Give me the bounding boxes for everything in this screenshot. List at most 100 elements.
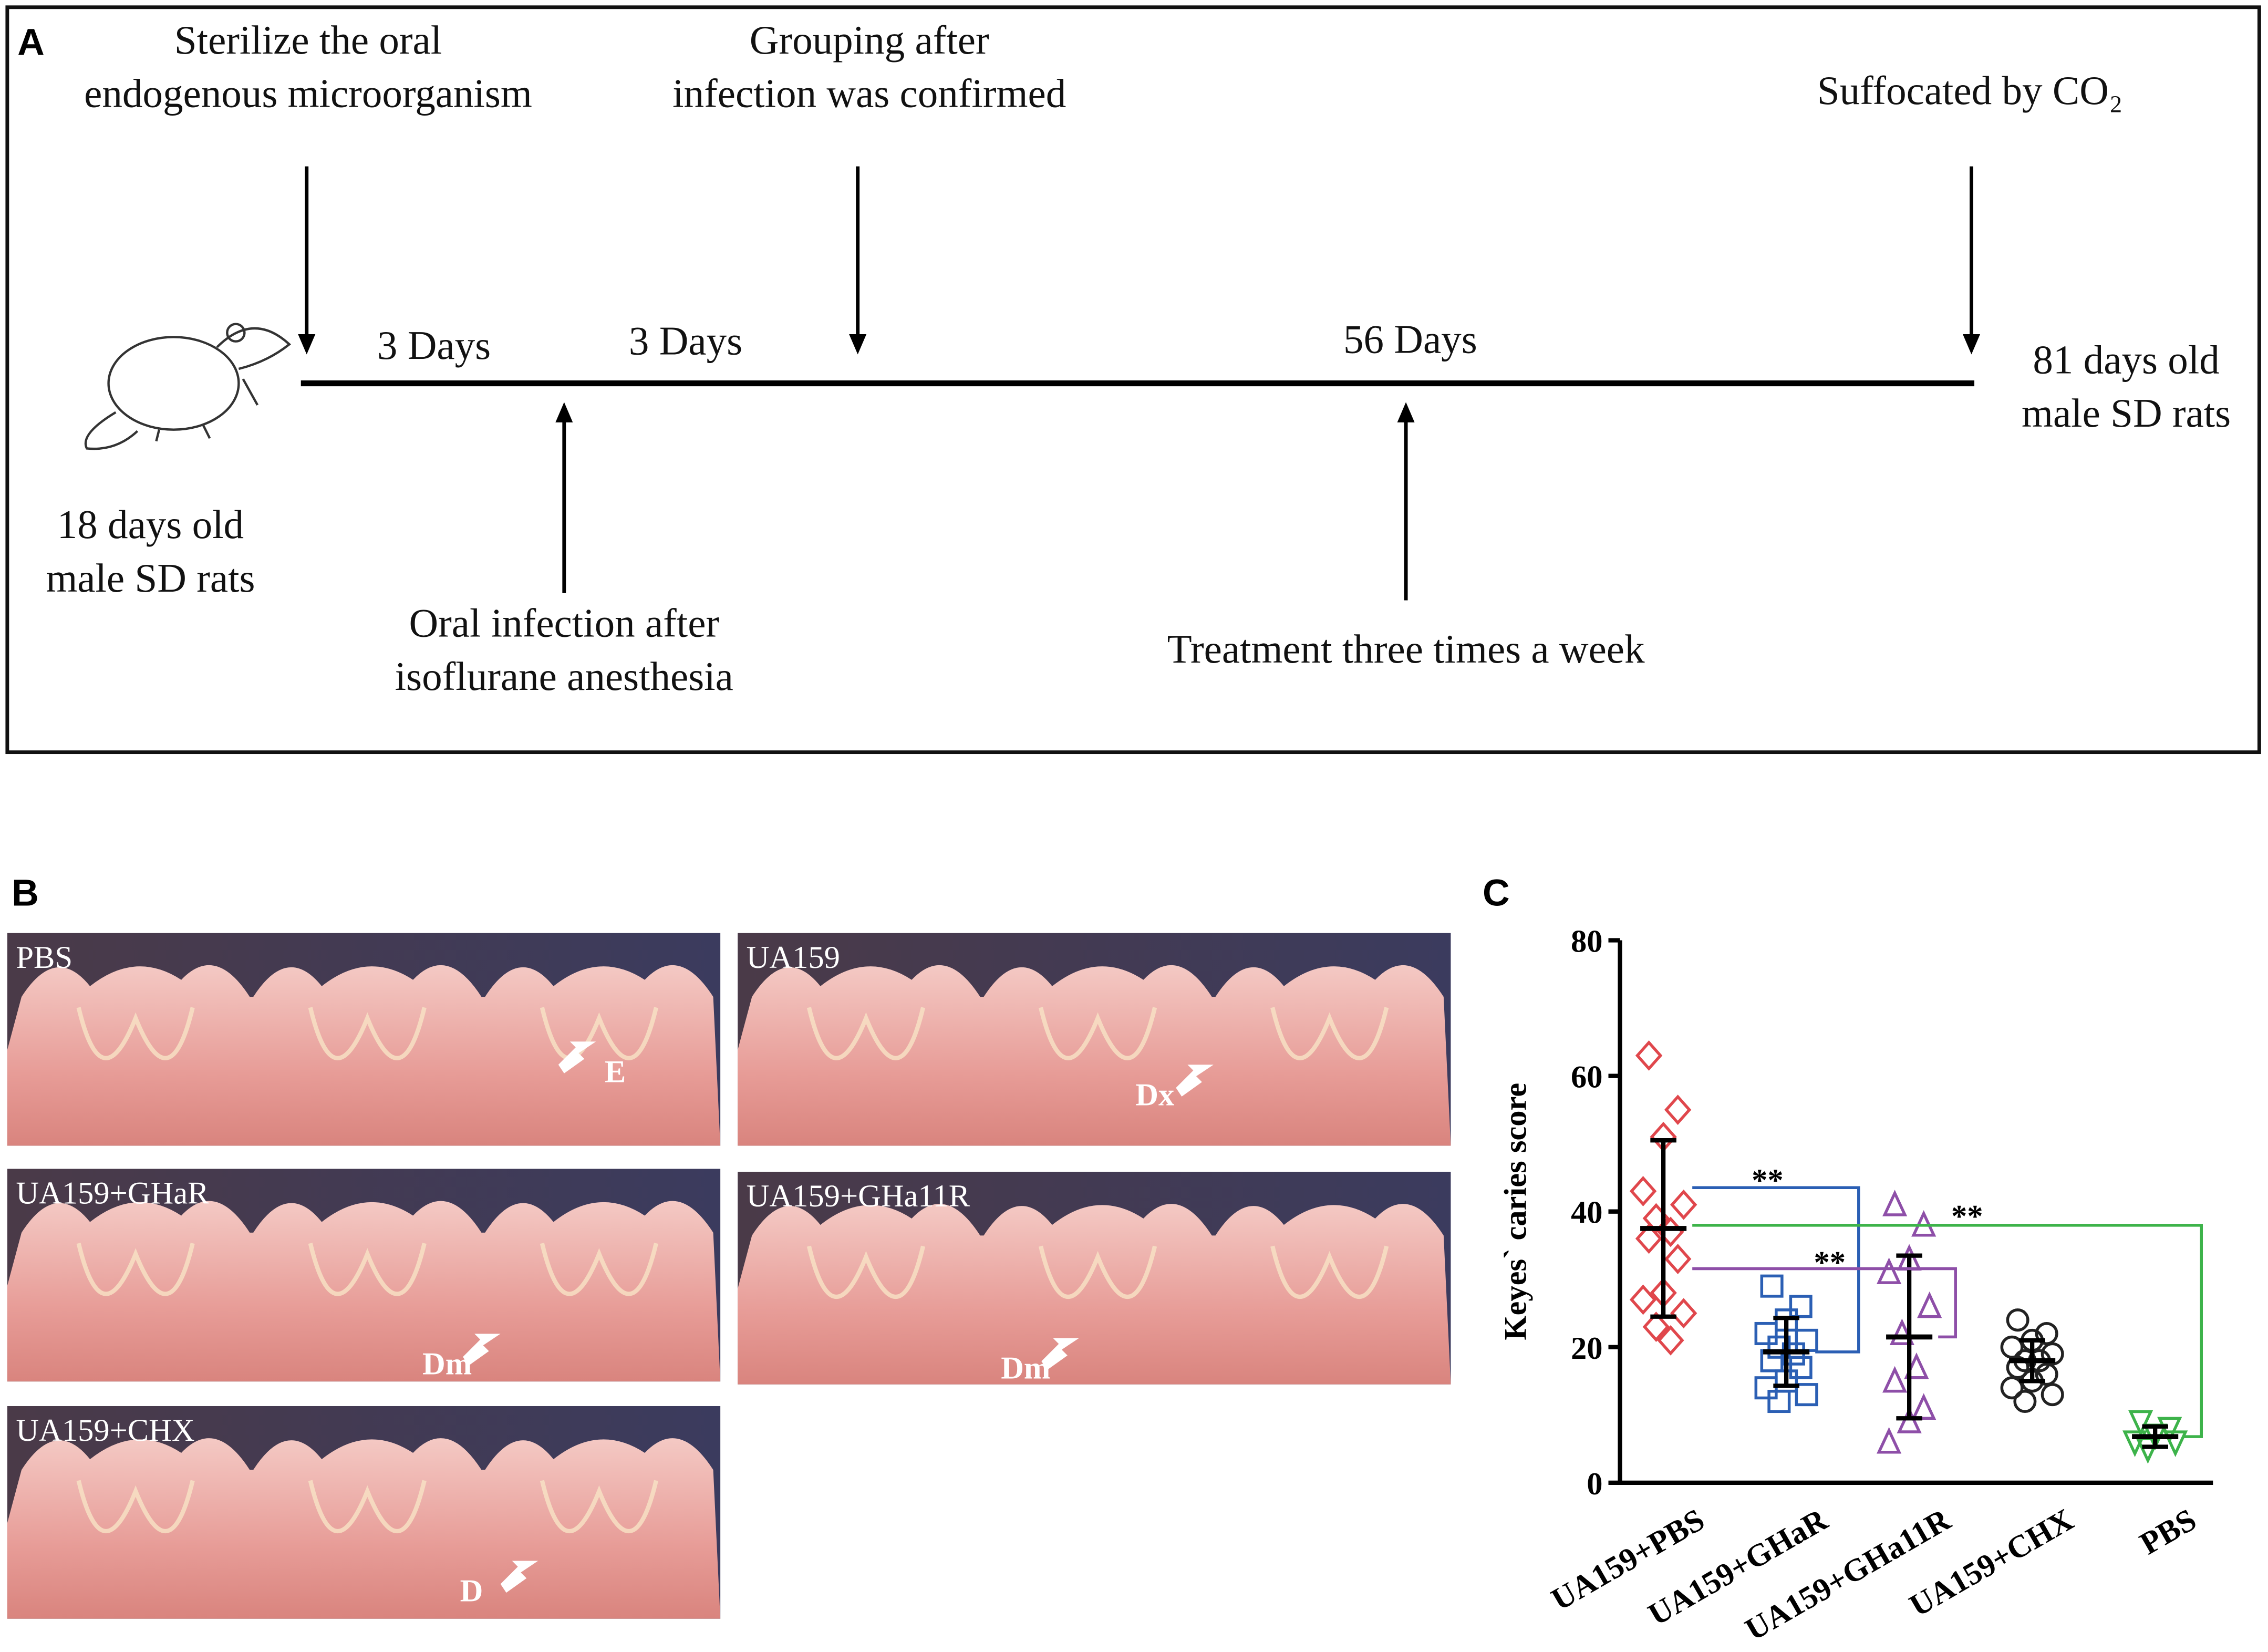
x-tick-label: UA159+GHa11R [1739,1502,1957,1648]
photo-title: UA159+GHaR [16,1176,209,1211]
photo-title: UA159 [747,940,840,975]
duration: 3 Days [629,318,742,364]
point [1877,1257,1902,1284]
event-text: infection was confirmed [672,71,1066,116]
arrow-head [298,334,316,355]
point [2128,1410,2153,1437]
point [1897,1407,1922,1433]
photo: UA159+CHX D [7,1406,721,1619]
point [1635,1223,1663,1254]
tooth-groove [308,1243,427,1296]
event-text: Oral infection after [409,600,719,645]
photo-annotation: D [460,1574,483,1609]
point [2041,1342,2064,1366]
event-text: isoflurane anesthesia [395,654,733,699]
y-tick-label: 60 [1571,1060,1603,1095]
photo-annotation: E [605,1054,626,1089]
photo: UA159+GHaR Dm [7,1169,721,1381]
panel-label: A [17,22,45,64]
arrow-head [555,402,573,422]
tooth-groove [1270,1007,1389,1060]
significance-bracket [1692,1224,2203,1438]
arrow-head [1397,402,1415,422]
point [1760,1274,1784,1298]
point [1670,1189,1697,1220]
event-text: Grouping after [750,17,989,63]
point [1795,1383,1818,1407]
arrow-head [849,334,867,355]
arrow-head [1963,334,1981,355]
point [1664,1244,1692,1274]
point [1754,1376,1778,1400]
photo-title: PBS [16,940,73,975]
tooth-groove [1270,1245,1389,1299]
tooth-groove [308,1480,427,1534]
tooth-groove [1038,1245,1157,1299]
point [2035,1321,2058,1346]
point [1795,1328,1818,1352]
point [1629,1176,1657,1206]
point [1670,1298,1697,1329]
y-tick-label: 80 [1571,924,1603,959]
photo-arrow [463,1334,501,1366]
event-text: Suffocated by CO₂ [1817,68,2123,113]
photo: PBS E [7,933,721,1146]
point [2000,1335,2024,1359]
point [2006,1356,2029,1379]
point [1767,1390,1791,1413]
photo-title: UA159+CHX [16,1413,194,1448]
tooth-groove [76,1007,195,1060]
point [2006,1308,2029,1332]
point [1882,1190,1908,1216]
tooth-groove [540,1243,658,1296]
photo: UA159 Dx [738,933,1451,1146]
tooth-groove [806,1007,926,1060]
event-text: Treatment three times a week [1167,626,1645,672]
significance-label: ** [1814,1245,1846,1281]
point [1767,1335,1791,1359]
point [1635,1040,1663,1071]
photo-arrow [500,1561,538,1593]
point [1877,1427,1902,1454]
panel-label: B [12,872,39,914]
end-text: 81 days old [2033,337,2219,382]
tooth-groove [806,1245,926,1299]
point [2000,1376,2024,1400]
significance-label: ** [1951,1199,1983,1234]
photo-annotation: Dm [1001,1351,1050,1386]
duration: 3 Days [377,323,491,368]
event-text: endogenous microorganism [84,71,532,116]
point [1789,1356,1813,1379]
duration: 56 Days [1343,317,1477,362]
end-text: male SD rats [2022,390,2231,436]
point [2041,1383,2064,1407]
y-tick-label: 0 [1587,1467,1602,1502]
photo-arrow [1176,1065,1214,1097]
point [2163,1430,2188,1457]
tooth-groove [540,1480,658,1534]
point [1664,1095,1692,1126]
photo-title: UA159+GHa11R [747,1179,970,1214]
tooth-groove [1038,1007,1157,1060]
event-text: Sterilize the oral [174,17,442,63]
point [1642,1312,1670,1342]
photo-arrow [558,1041,596,1073]
x-tick-label: PBS [2134,1502,2202,1562]
tooth-groove [308,1007,427,1060]
tooth-groove [540,1007,658,1060]
y-tick-label: 20 [1571,1331,1603,1366]
start-text: 18 days old [57,502,244,547]
panel-label: C [1483,872,1510,914]
significance-bracket [1692,1267,1957,1339]
photo: UA159+GHa11R Dm [738,1171,1451,1386]
panel-a-frame [5,5,2261,755]
rat-sketch [84,323,292,450]
point [1754,1321,1778,1346]
point [2035,1362,2058,1386]
photo-arrow [1041,1338,1079,1370]
point [1911,1393,1936,1420]
y-tick-label: 40 [1571,1195,1603,1231]
y-axis-label: Keyes` caries score [1498,1083,1534,1340]
significance-label: ** [1752,1163,1784,1198]
